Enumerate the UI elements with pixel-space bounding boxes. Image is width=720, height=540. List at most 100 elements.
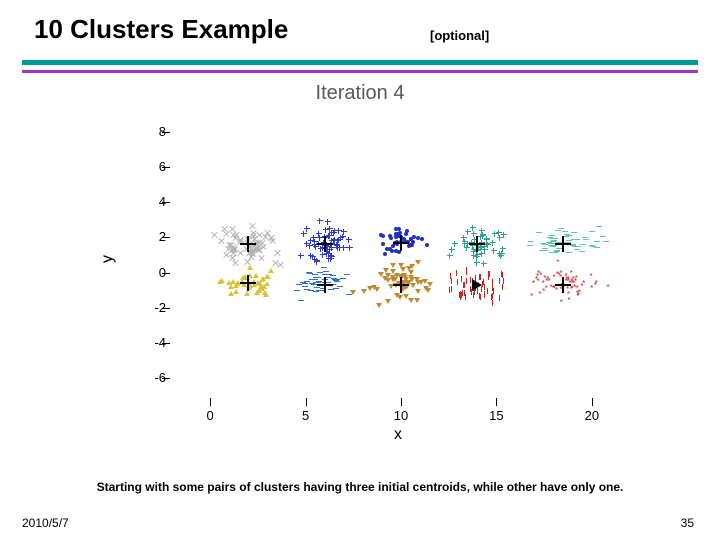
scatter-point	[333, 288, 339, 289]
scatter-point	[460, 292, 461, 298]
scatter-point: *	[556, 272, 559, 278]
scatter-point	[324, 249, 330, 255]
scatter-point	[247, 265, 253, 270]
scatter-point	[415, 289, 421, 294]
scatter-point	[395, 240, 399, 244]
scatter-point	[403, 239, 407, 243]
scatter-point	[464, 282, 465, 288]
scatter-point	[571, 239, 577, 240]
scatter-point	[306, 272, 312, 273]
y-tick-label: 0	[136, 265, 166, 280]
scatter-point: *	[535, 277, 538, 283]
scatter-point	[330, 275, 336, 276]
scatter-point	[337, 286, 343, 287]
scatter-point	[314, 287, 320, 288]
scatter-point	[250, 223, 256, 229]
scatter-point: *	[561, 283, 564, 289]
scatter-point	[474, 260, 480, 266]
scatter-point	[480, 294, 481, 300]
scatter-point	[570, 244, 576, 245]
scatter-point	[246, 285, 252, 290]
scatter-point	[415, 280, 421, 285]
scatter-point: *	[559, 271, 562, 277]
caption: Starting with some pairs of clusters hav…	[0, 480, 720, 494]
scatter-point	[323, 271, 329, 272]
scatter-point	[317, 272, 323, 273]
footer-date: 2010/5/7	[22, 516, 69, 530]
scatter-point	[548, 245, 554, 246]
scatter-point	[320, 284, 326, 285]
scatter-point	[390, 277, 396, 282]
scatter-point	[574, 249, 580, 250]
scatter-point	[596, 226, 602, 227]
scatter-point	[332, 279, 338, 280]
scatter-point	[302, 286, 308, 287]
scatter-point	[242, 274, 248, 279]
scatter-point	[294, 290, 300, 291]
scatter-point	[425, 243, 429, 247]
scatter-point	[407, 244, 411, 248]
x-tick-label: 15	[481, 408, 511, 423]
scatter-point	[383, 268, 389, 273]
scatter-point	[466, 269, 467, 275]
scatter-point	[341, 245, 347, 251]
scatter-point	[389, 236, 393, 240]
scatter-point	[234, 281, 240, 286]
scatter-point	[247, 243, 253, 249]
scatter-point	[484, 292, 485, 298]
y-tick-label: 6	[136, 159, 166, 174]
centroid-icon	[472, 279, 482, 291]
scatter-point	[394, 232, 398, 236]
scatter-point	[397, 250, 401, 254]
scatter-point	[452, 241, 458, 247]
scatter-point: *	[594, 283, 597, 289]
optional-tag: [optional]	[430, 28, 489, 43]
scatter-point	[492, 231, 498, 237]
scatter-point	[472, 237, 478, 243]
scatter-point	[470, 286, 471, 292]
scatter-point: *	[556, 260, 559, 266]
scatter-point	[492, 293, 493, 299]
header: 10 Clusters Example	[0, 0, 720, 45]
scatter-point	[404, 232, 408, 236]
scatter-point: *	[547, 279, 550, 285]
scatter-point	[331, 230, 337, 236]
scatter-point	[474, 254, 480, 260]
scatter-point	[565, 242, 571, 243]
scatter-point	[304, 289, 310, 290]
y-tick-label: 4	[136, 194, 166, 209]
y-axis-label: y	[99, 255, 117, 263]
scatter-point	[390, 263, 396, 268]
scatter-point	[320, 288, 326, 289]
scatter-point	[594, 247, 600, 248]
scatter-point: *	[606, 285, 609, 291]
scatter-point	[491, 248, 497, 254]
scatter-point: *	[530, 294, 533, 300]
scatter-point	[322, 274, 328, 275]
scatter-point	[259, 255, 265, 261]
scatter-point	[414, 298, 420, 303]
scatter-point	[566, 252, 572, 253]
scatter-point	[239, 279, 245, 284]
scatter-point	[562, 231, 568, 232]
slide: 10 Clusters Example [optional] Iteration…	[0, 0, 720, 540]
scatter-point	[251, 230, 257, 236]
scatter-point	[600, 236, 606, 237]
scatter-point	[317, 218, 323, 224]
scatter-point	[258, 286, 264, 291]
scatter-point	[298, 300, 304, 301]
scatter-point	[298, 253, 304, 259]
scatter-point	[556, 248, 562, 249]
scatter-point	[551, 240, 557, 241]
scatter-point	[212, 232, 218, 238]
scatter-point	[503, 278, 504, 284]
scatter-point	[399, 240, 403, 244]
scatter-point	[391, 244, 395, 248]
x-tick-label: 20	[577, 408, 607, 423]
scatter-point	[552, 238, 558, 239]
scatter-point: *	[590, 274, 593, 280]
scatter-point	[563, 236, 569, 237]
footer-page: 35	[681, 516, 694, 530]
scatter-point	[379, 233, 383, 237]
scatter-point	[451, 286, 452, 292]
